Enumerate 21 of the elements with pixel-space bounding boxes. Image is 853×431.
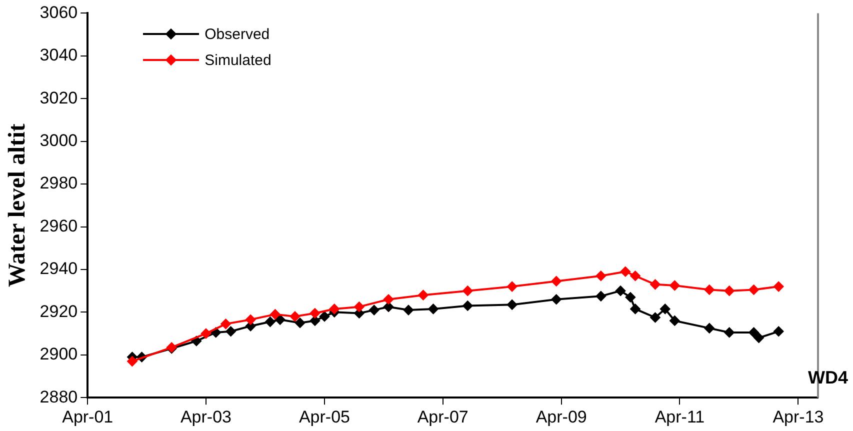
x-tick-label: Apr-01: [62, 407, 114, 426]
y-axis-title: Water level altit: [4, 124, 31, 288]
x-tick-label: Apr-09: [536, 407, 587, 426]
y-tick-label: 3000: [40, 131, 78, 150]
legend-label: Simulated: [204, 52, 272, 69]
y-tick-label: 2940: [40, 259, 78, 278]
y-tick-label: 2960: [40, 216, 78, 236]
y-tick-label: 2880: [40, 387, 78, 406]
y-tick-label: 3020: [40, 88, 78, 108]
x-tick-label: Apr-03: [180, 407, 232, 426]
x-tick-label: Apr-11: [654, 407, 705, 426]
x-tick-label: Apr-13: [772, 407, 824, 426]
legend-label: Observed: [204, 26, 270, 43]
y-tick-label: 2920: [40, 302, 78, 321]
y-tick-label: 3040: [40, 46, 78, 65]
x-tick-label: Apr-07: [417, 407, 468, 426]
annotation: WD4: [808, 368, 848, 388]
x-tick-label: Apr-05: [298, 407, 350, 426]
y-tick-label: 2980: [40, 174, 78, 193]
y-tick-label: 2900: [40, 344, 78, 364]
y-tick-label: 3060: [40, 2, 78, 22]
